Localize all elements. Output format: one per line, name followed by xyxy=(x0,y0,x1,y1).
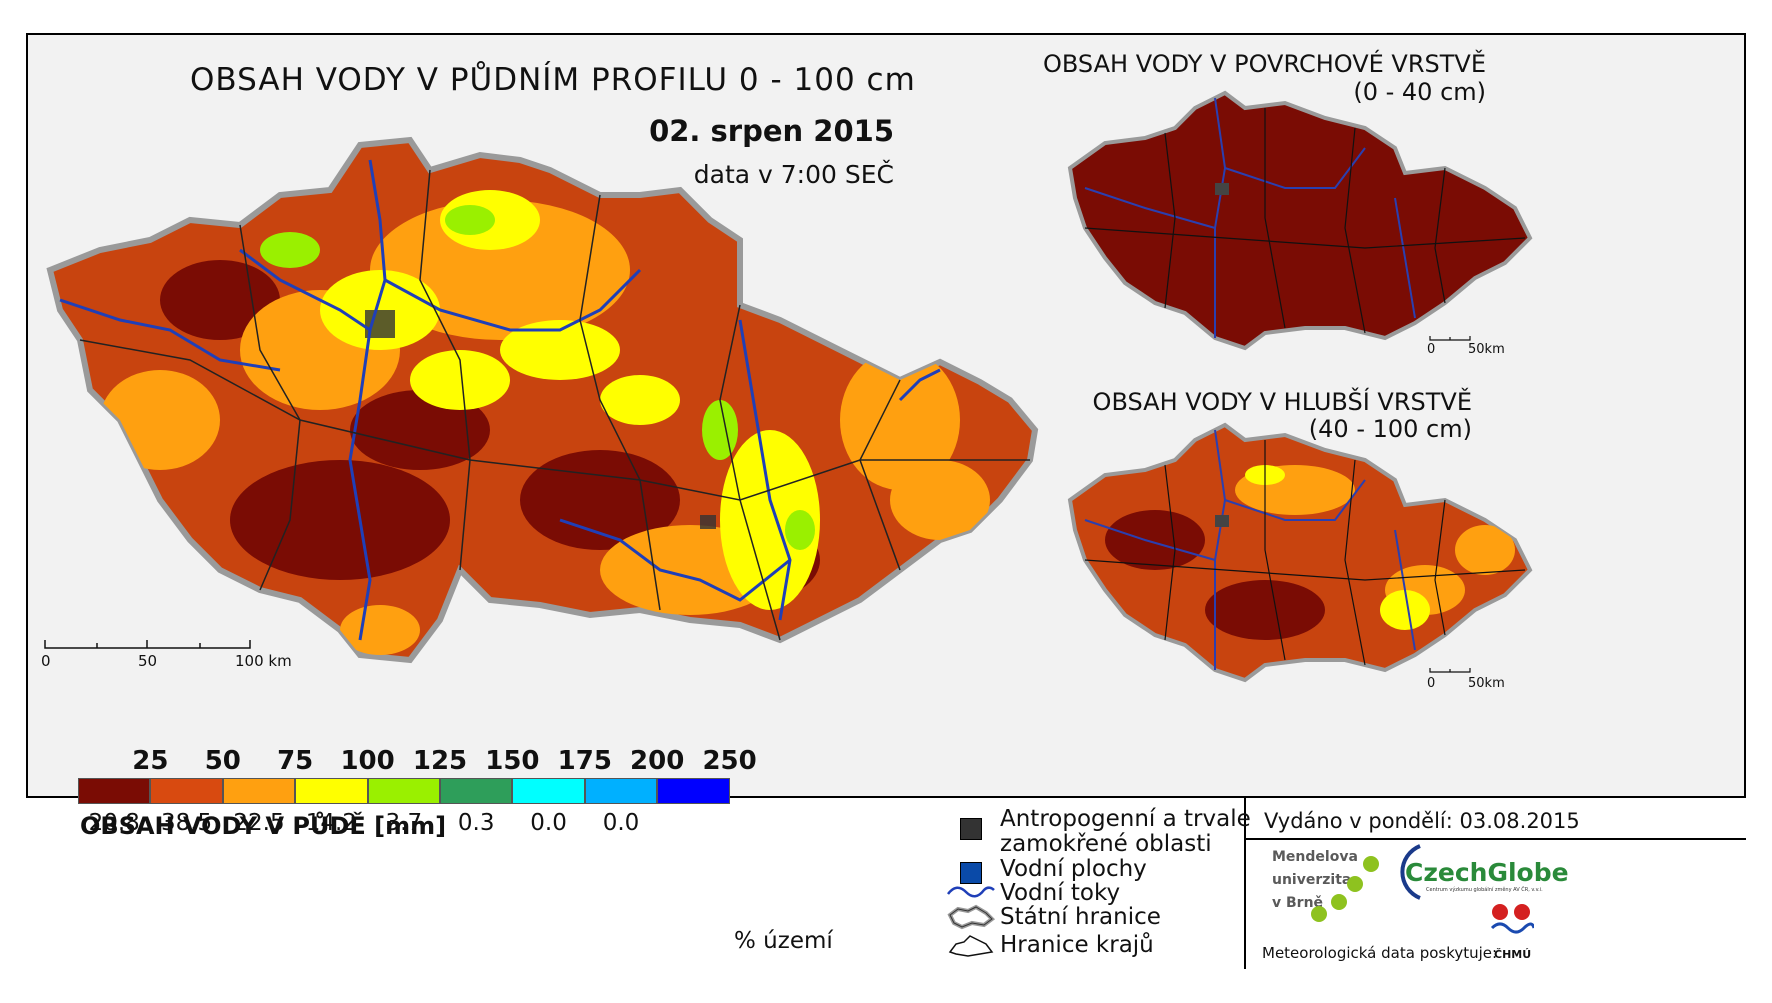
river-line-icon xyxy=(947,886,995,898)
legend-class-swatch xyxy=(657,778,730,804)
main-region-borders xyxy=(79,169,1030,641)
legend-class-percent: 38.5 xyxy=(160,810,213,836)
legend-class-swatch xyxy=(222,778,296,804)
legend-class-percent: 20.8 xyxy=(88,810,140,836)
main-map-date: 02. srpen 2015 xyxy=(649,114,894,148)
state-border-label: Státní hranice xyxy=(1000,904,1161,930)
main-rivers xyxy=(59,159,941,641)
legend-class-percent: 14.2 xyxy=(305,810,357,836)
mendel-line-2: univerzita xyxy=(1272,872,1352,888)
mendel-line-3: v Brně xyxy=(1272,895,1324,911)
legend-class-swatch xyxy=(78,778,151,804)
dark-square-icon xyxy=(960,818,982,840)
main-map-time-note: data v 7:00 SEČ xyxy=(693,160,894,189)
inset-bottom-scale-0: 0 xyxy=(1427,676,1436,691)
legend-break-label: 50 xyxy=(204,746,241,776)
inset-bottom-title: OBSAH VODY V HLUBŠÍ VRSTVĚ xyxy=(1092,388,1472,416)
anthropogenic-label-2: zamokřené oblasti xyxy=(1000,831,1212,857)
mendel-line-1: Mendelova xyxy=(1272,849,1358,865)
anthropogenic-label-1: Antropogenní a trvale xyxy=(1000,806,1251,832)
legend-class-percent: 22.5 xyxy=(233,810,285,836)
main-scale-label-50: 50 xyxy=(138,652,158,670)
legend-class-percent: 0.3 xyxy=(457,810,495,836)
issued-box-line xyxy=(1246,838,1746,840)
main-scale-bar xyxy=(44,640,251,649)
water-bodies-label: Vodní plochy xyxy=(1000,856,1147,882)
inset-bottom-map xyxy=(1067,422,1533,683)
legend-percent-unit: % území xyxy=(734,928,833,954)
legend-break-label: 100 xyxy=(340,746,395,776)
main-map-title: OBSAH VODY V PŮDNÍM PROFILU 0 - 100 cm xyxy=(190,62,916,98)
legend-class-swatch xyxy=(150,778,223,804)
state-border-icon xyxy=(947,904,996,930)
inset-top-title: OBSAH VODY V POVRCHOVÉ VRSTVĚ xyxy=(1043,50,1486,78)
soil-moisture-patches xyxy=(100,190,990,655)
legend-class-percent: 0.0 xyxy=(602,810,640,836)
data-provider-label: Meteorologická data poskytuje: xyxy=(1262,944,1498,962)
issued-date: Vydáno v pondělí: 03.08.2015 xyxy=(1264,809,1580,833)
legend-class-percent: 3.7 xyxy=(385,810,423,836)
inset-top-subtitle: (0 - 40 cm) xyxy=(1353,78,1486,106)
main-scale-label-100: 100 km xyxy=(235,652,292,670)
region-border-label: Hranice krajů xyxy=(1000,932,1154,958)
chmu-logo-icon xyxy=(1490,904,1534,934)
inset-bottom-subtitle: (40 - 100 cm) xyxy=(1308,415,1472,443)
inset-bottom-scale-50: 50km xyxy=(1468,676,1505,691)
mendel-dots-logo xyxy=(1311,856,1379,922)
czechglobe-subtext: Centrum výzkumu globální změny AV ČR, v.… xyxy=(1426,887,1543,893)
region-border-icon xyxy=(948,935,994,957)
legend-class-percent: 0.0 xyxy=(530,810,567,836)
legend-divider xyxy=(1244,796,1246,969)
legend-break-label: 200 xyxy=(630,746,685,776)
blue-square-icon xyxy=(960,862,982,884)
legend-break-label: 25 xyxy=(132,746,169,776)
legend-class-swatch xyxy=(440,778,513,804)
chmu-label: ČHMÚ xyxy=(1494,948,1532,961)
inset-top-scale-0: 0 xyxy=(1427,342,1436,357)
legend-break-label: 125 xyxy=(412,746,468,776)
inset-top-scale-50: 50km xyxy=(1468,342,1505,357)
legend-break-label: 75 xyxy=(277,746,314,776)
czechglobe-logo-text: CzechGlobe xyxy=(1405,858,1569,887)
inset-top-map xyxy=(1067,90,1533,351)
czechglobe-arc-icon xyxy=(1400,844,1421,900)
legend-class-swatch xyxy=(295,778,368,804)
main-scale-label-0: 0 xyxy=(41,652,51,670)
legend-panel xyxy=(26,796,1746,969)
legend-break-label: 150 xyxy=(485,746,540,776)
legend-class-swatch xyxy=(512,778,585,804)
legend-break-label: 175 xyxy=(557,746,612,776)
legend-break-label: 250 xyxy=(702,746,757,776)
main-map xyxy=(44,136,1039,664)
rivers-label: Vodní toky xyxy=(1000,880,1121,906)
legend-class-swatch xyxy=(584,778,658,804)
legend-class-swatch xyxy=(367,778,440,804)
legend-title: OBSAH VODY V PŮDĚ [mm] xyxy=(80,812,447,840)
